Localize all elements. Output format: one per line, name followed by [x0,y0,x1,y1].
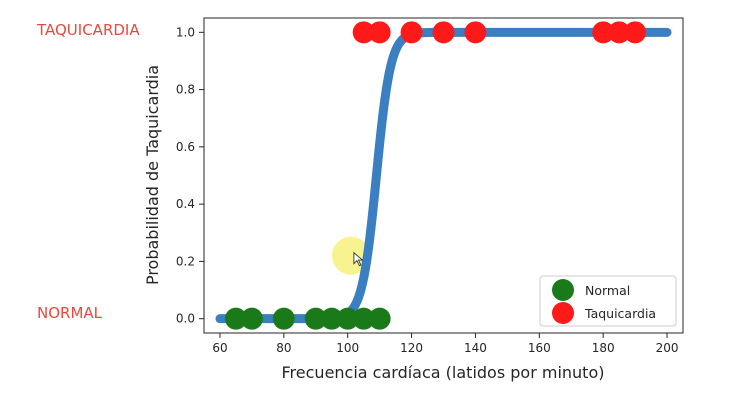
tachycardia-annotation: TAQUICARDIA [37,21,140,39]
x-tick-label: 200 [656,341,679,355]
data-point-tachycardia [592,21,615,44]
data-point-normal [240,307,263,330]
y-axis-title: Probabilidad de Taquicardia [143,65,162,285]
data-point-tachycardia [608,21,631,44]
data-point-normal [352,307,375,330]
x-tick-label: 160 [528,341,551,355]
x-tick-label: 140 [464,341,487,355]
y-tick-label: 0.4 [176,197,195,211]
data-point-tachycardia [400,21,423,44]
data-point-tachycardia [352,21,375,44]
data-point-normal [224,307,247,330]
x-axis-title: Frecuencia cardíaca (latidos por minuto) [282,363,605,382]
data-point-tachycardia [432,21,455,44]
normal-annotation: NORMAL [37,304,103,322]
data-point-normal [304,307,327,330]
legend: Normal Taquicardia [539,275,677,327]
legend-marker-tachycardia [552,302,574,324]
x-tick-label: 120 [400,341,423,355]
data-point-normal [320,307,343,330]
y-tick-label: 0.8 [176,83,195,97]
data-point-tachycardia [624,21,647,44]
legend-box [539,275,677,327]
y-tick-label: 0.0 [176,312,195,326]
legend-marker-normal [552,279,574,301]
data-point-tachycardia [464,21,487,44]
data-point-normal [368,307,391,330]
y-tick-label: 0.2 [176,254,195,268]
mouse-cursor-icon [353,251,364,267]
legend-label-tachycardia: Taquicardia [584,306,656,321]
data-point-normal [272,307,295,330]
x-tick-label: 180 [592,341,615,355]
x-tick-label: 60 [212,341,227,355]
legend-label-normal: Normal [585,283,630,298]
x-tick-label: 80 [276,341,291,355]
data-point-normal [336,307,359,330]
y-tick-label: 0.6 [176,140,195,154]
data-point-tachycardia [368,21,391,44]
y-tick-label: 1.0 [176,25,195,39]
x-tick-label: 100 [336,341,359,355]
